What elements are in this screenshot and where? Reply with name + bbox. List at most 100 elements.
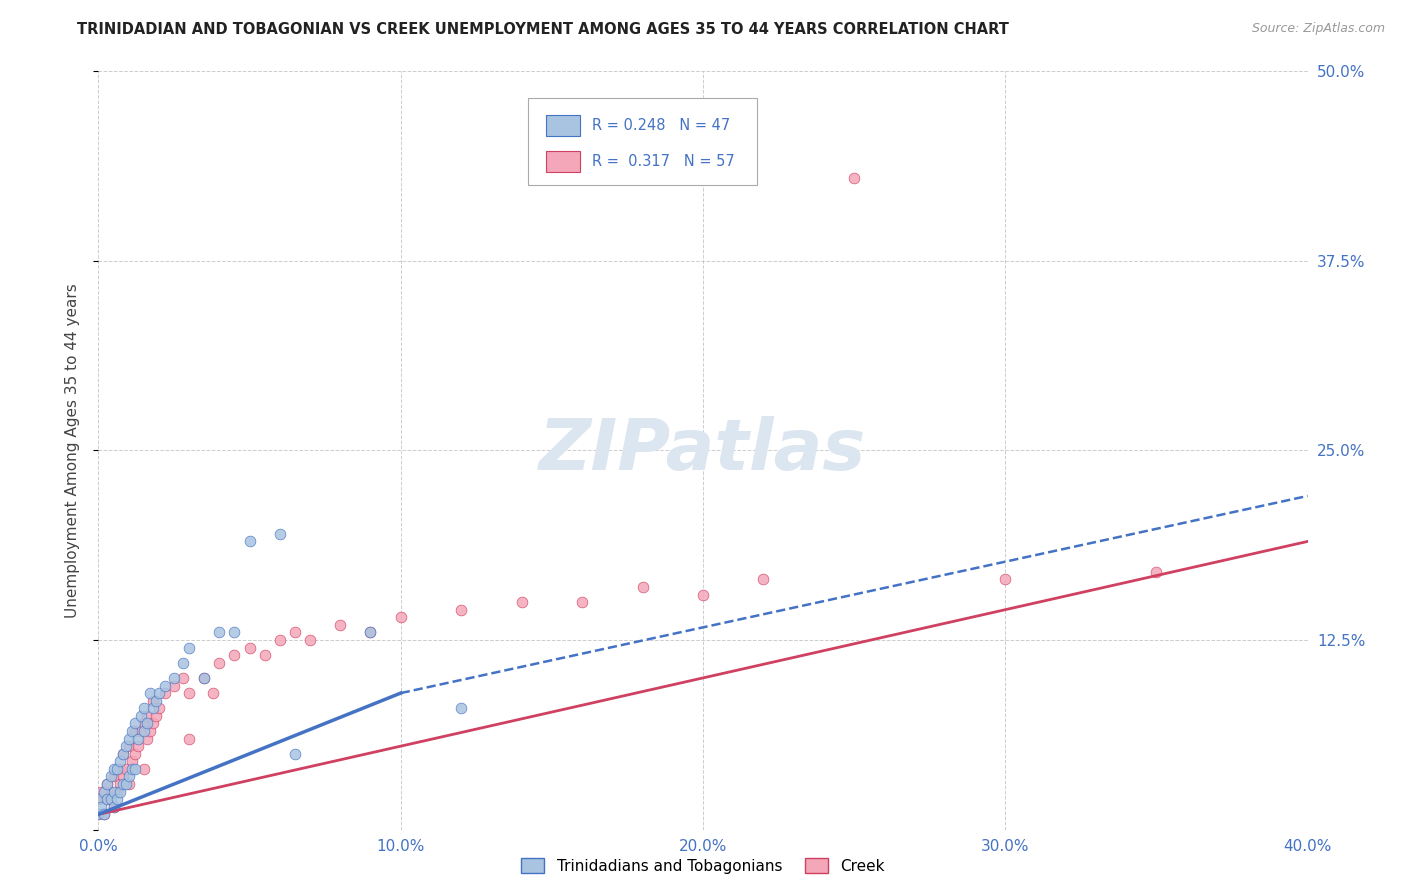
Point	[93, 785, 115, 799]
Point	[105, 792, 128, 806]
Point	[124, 747, 146, 761]
Point	[103, 800, 125, 814]
FancyBboxPatch shape	[546, 114, 579, 136]
Point	[135, 708, 157, 723]
Point	[269, 526, 291, 541]
Point	[87, 807, 110, 822]
Point	[284, 747, 307, 761]
Point	[193, 671, 215, 685]
Point	[692, 588, 714, 602]
Point	[148, 686, 170, 700]
Point	[90, 800, 112, 814]
Point	[1144, 565, 1167, 579]
Point	[284, 625, 307, 640]
Point	[224, 648, 246, 662]
Point	[360, 625, 382, 640]
Point	[105, 785, 128, 799]
Text: ZIPatlas: ZIPatlas	[540, 416, 866, 485]
Point	[253, 648, 276, 662]
Point	[571, 595, 593, 609]
Point	[631, 580, 654, 594]
Point	[96, 777, 118, 791]
Point	[208, 656, 231, 670]
Point	[103, 800, 125, 814]
Point	[96, 792, 118, 806]
Legend: Trinidadians and Tobagonians, Creek: Trinidadians and Tobagonians, Creek	[515, 852, 891, 880]
Point	[87, 807, 110, 822]
Point	[121, 724, 143, 739]
Point	[100, 785, 122, 799]
Point	[90, 785, 112, 799]
Point	[124, 724, 146, 739]
Point	[108, 762, 131, 776]
Point	[179, 731, 201, 746]
Point	[114, 762, 136, 776]
Point	[129, 724, 152, 739]
Y-axis label: Unemployment Among Ages 35 to 44 years: Unemployment Among Ages 35 to 44 years	[65, 283, 80, 618]
Point	[103, 762, 125, 776]
Point	[139, 686, 162, 700]
Point	[202, 686, 225, 700]
Point	[299, 633, 322, 648]
Point	[450, 701, 472, 715]
Point	[142, 701, 165, 715]
Point	[87, 792, 110, 806]
Point	[124, 716, 146, 731]
Text: R =  0.317   N = 57: R = 0.317 N = 57	[592, 154, 734, 169]
Point	[100, 792, 122, 806]
Point	[135, 716, 157, 731]
FancyBboxPatch shape	[546, 151, 579, 172]
Point	[111, 747, 134, 761]
FancyBboxPatch shape	[527, 98, 758, 186]
Point	[100, 769, 122, 784]
Point	[389, 610, 412, 624]
Text: Source: ZipAtlas.com: Source: ZipAtlas.com	[1251, 22, 1385, 36]
Point	[179, 686, 201, 700]
Point	[844, 170, 866, 185]
Point	[111, 777, 134, 791]
Point	[124, 762, 146, 776]
Point	[111, 769, 134, 784]
Point	[193, 671, 215, 685]
Point	[752, 573, 775, 587]
Point	[132, 716, 155, 731]
Point	[87, 792, 110, 806]
Point	[121, 762, 143, 776]
Point	[269, 633, 291, 648]
Point	[360, 625, 382, 640]
Point	[132, 701, 155, 715]
Point	[450, 603, 472, 617]
Point	[153, 686, 176, 700]
Point	[172, 671, 194, 685]
Point	[142, 694, 165, 708]
Point	[103, 785, 125, 799]
Point	[96, 792, 118, 806]
Point	[208, 625, 231, 640]
Point	[114, 777, 136, 791]
Point	[145, 694, 167, 708]
Text: TRINIDADIAN AND TOBAGONIAN VS CREEK UNEMPLOYMENT AMONG AGES 35 TO 44 YEARS CORRE: TRINIDADIAN AND TOBAGONIAN VS CREEK UNEM…	[77, 22, 1010, 37]
Point	[93, 807, 115, 822]
Point	[118, 731, 141, 746]
Point	[510, 595, 533, 609]
Point	[179, 640, 201, 655]
Point	[111, 747, 134, 761]
Point	[163, 678, 186, 692]
Point	[118, 769, 141, 784]
Point	[153, 678, 176, 692]
Point	[239, 534, 262, 549]
Point	[139, 724, 162, 739]
Point	[132, 762, 155, 776]
Point	[135, 731, 157, 746]
Point	[93, 807, 115, 822]
Point	[329, 617, 352, 632]
Point	[96, 777, 118, 791]
Point	[224, 625, 246, 640]
Point	[132, 724, 155, 739]
Point	[148, 701, 170, 715]
Point	[145, 708, 167, 723]
Point	[121, 755, 143, 769]
Point	[163, 671, 186, 685]
Point	[118, 739, 141, 753]
Point	[108, 777, 131, 791]
